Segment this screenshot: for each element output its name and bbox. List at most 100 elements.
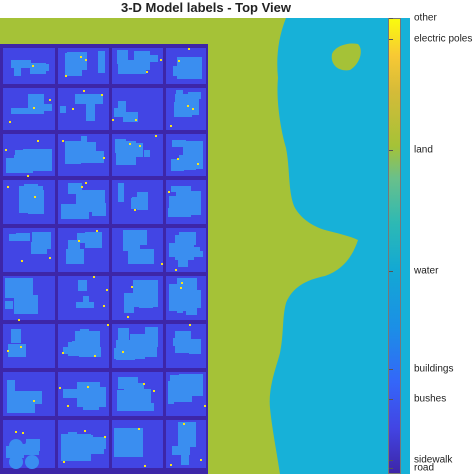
electric-pole (175, 269, 177, 271)
electric-pole (178, 60, 180, 62)
building (118, 437, 137, 448)
colorbar-label-land: land (414, 144, 433, 156)
building (75, 94, 103, 104)
electric-pole (122, 351, 124, 353)
building (118, 101, 126, 115)
building (124, 385, 134, 409)
electric-pole (62, 140, 64, 142)
building (68, 183, 82, 194)
electric-pole (112, 119, 114, 121)
building (179, 232, 196, 245)
water-area (269, 18, 410, 474)
building (178, 422, 196, 447)
label-map-canvas (0, 18, 410, 474)
electric-pole (81, 186, 83, 188)
building (5, 301, 13, 309)
electric-pole (65, 75, 67, 77)
building (132, 197, 140, 203)
building (66, 249, 84, 264)
electric-pole (78, 240, 80, 242)
electric-pole (197, 163, 199, 165)
electric-pole (160, 59, 162, 61)
electric-pole (62, 352, 64, 354)
city-blocks (0, 44, 208, 474)
electric-pole (187, 105, 189, 107)
building (83, 296, 89, 306)
building (7, 380, 15, 404)
building (177, 57, 202, 79)
electric-pole (83, 90, 85, 92)
building (7, 403, 35, 413)
building (175, 331, 191, 353)
electric-pole (80, 56, 82, 58)
colorbar-tick (389, 460, 393, 461)
building (172, 140, 186, 147)
building (169, 284, 190, 311)
electric-pole (103, 157, 105, 159)
building (14, 155, 40, 171)
colorbar-tick (389, 468, 393, 469)
electric-pole (189, 324, 191, 326)
colorbar (388, 18, 401, 474)
building (169, 196, 193, 215)
building (77, 387, 106, 407)
electric-pole (103, 305, 105, 307)
electric-pole (153, 390, 155, 392)
building (144, 347, 154, 355)
electric-pole (93, 276, 95, 278)
building (181, 442, 189, 465)
electric-pole (155, 135, 157, 137)
electric-pole (84, 430, 86, 432)
electric-pole (37, 140, 39, 142)
electric-pole (34, 196, 36, 198)
electric-pole (129, 143, 131, 145)
colorbar-tick (389, 399, 393, 400)
electric-pole (135, 119, 137, 121)
building (189, 339, 201, 354)
building (178, 255, 188, 267)
electric-pole (33, 400, 35, 402)
electric-pole (138, 428, 140, 430)
electric-pole (168, 191, 170, 193)
building (170, 375, 192, 402)
electric-pole (106, 289, 108, 291)
building (135, 403, 154, 411)
electric-pole (32, 65, 34, 67)
electric-pole (127, 316, 129, 318)
building (5, 278, 33, 298)
building (176, 90, 183, 99)
electric-pole (7, 186, 9, 188)
building (8, 344, 26, 357)
colorbar-label-road: road (414, 462, 435, 474)
building (144, 150, 150, 157)
building (144, 55, 158, 62)
electric-pole (7, 350, 9, 352)
building (98, 51, 105, 73)
label-map (0, 18, 410, 474)
round-building (25, 439, 39, 453)
electric-pole (144, 465, 146, 467)
electric-pole (49, 257, 51, 259)
colorbar-tick (389, 18, 393, 19)
building (174, 102, 192, 117)
electric-pole (18, 319, 20, 321)
colorbar-tick (389, 271, 393, 272)
electric-pole (188, 48, 190, 50)
electric-pole (192, 108, 194, 110)
building (11, 329, 21, 336)
colorbar-label-sidewalk: sidewalk (414, 454, 453, 466)
electric-pole (67, 405, 69, 407)
colorbar-label-electric-poles: electric poles (414, 33, 473, 45)
electric-pole (101, 94, 103, 96)
building (179, 247, 200, 256)
building (118, 328, 129, 351)
electric-pole (183, 423, 185, 425)
electric-pole (59, 387, 61, 389)
building (92, 203, 106, 216)
electric-pole (134, 209, 136, 211)
building (86, 101, 95, 121)
building (128, 249, 154, 264)
building (123, 112, 138, 122)
building (65, 141, 81, 164)
colorbar-tick (389, 39, 393, 40)
